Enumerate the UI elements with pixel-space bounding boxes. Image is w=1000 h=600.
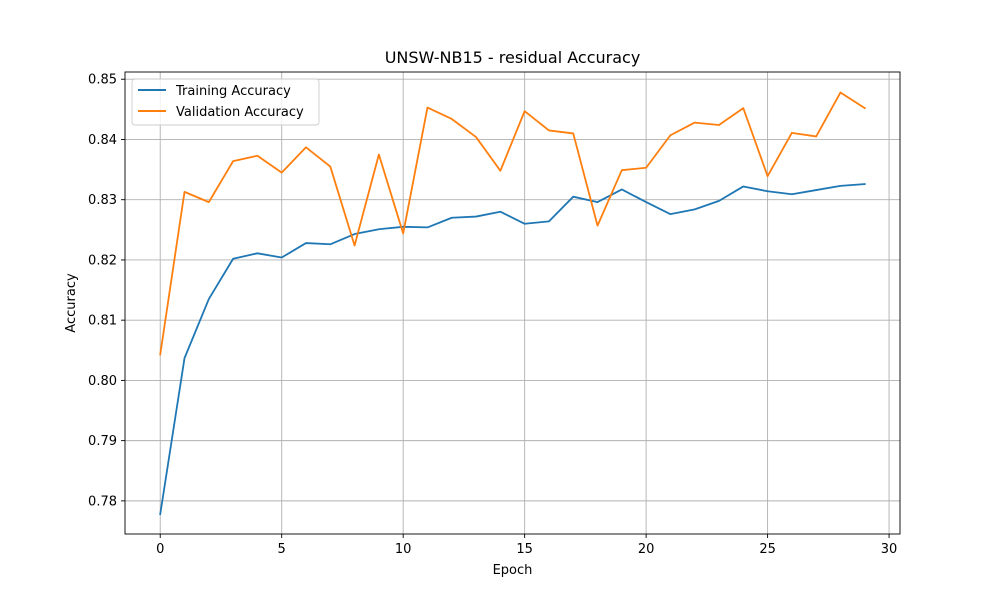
y-tick-label: 0.79 xyxy=(88,434,117,449)
y-tick-label: 0.82 xyxy=(88,253,117,268)
plot-area-frame xyxy=(124,71,901,535)
y-axis-ticks: 0.78 0.79 0.80 0.81 0.82 0.83 0.84 0.85 xyxy=(88,73,125,509)
x-tick-label: 25 xyxy=(759,542,776,557)
legend-box xyxy=(131,78,320,126)
chart-title: UNSW-NB15 - residual Accuracy xyxy=(385,48,641,67)
x-tick-label: 0 xyxy=(156,542,164,557)
legend-label-validation: Validation Accuracy xyxy=(176,105,304,120)
y-tick-label: 0.81 xyxy=(88,314,117,329)
y-tick-label: 0.83 xyxy=(88,193,117,208)
legend-label-training: Training Accuracy xyxy=(175,84,291,99)
series-line-validation-accuracy xyxy=(159,91,867,356)
series-line-training-accuracy xyxy=(159,183,866,516)
x-tick-label: 30 xyxy=(881,542,898,557)
x-tick-label: 15 xyxy=(516,542,533,557)
y-axis-label: Accuracy xyxy=(64,273,79,333)
series-lines xyxy=(159,91,867,516)
x-axis-ticks: 0 5 10 15 20 25 30 xyxy=(156,534,897,557)
x-axis-label: Epoch xyxy=(493,563,533,578)
x-tick-label: 20 xyxy=(638,542,655,557)
y-tick-label: 0.84 xyxy=(88,133,117,148)
y-tick-label: 0.80 xyxy=(88,374,117,389)
x-tick-label: 10 xyxy=(395,542,412,557)
y-tick-label: 0.85 xyxy=(88,73,117,88)
legend: Training Accuracy Validation Accuracy xyxy=(131,78,320,126)
y-tick-label: 0.78 xyxy=(88,494,117,509)
x-tick-label: 5 xyxy=(278,542,286,557)
